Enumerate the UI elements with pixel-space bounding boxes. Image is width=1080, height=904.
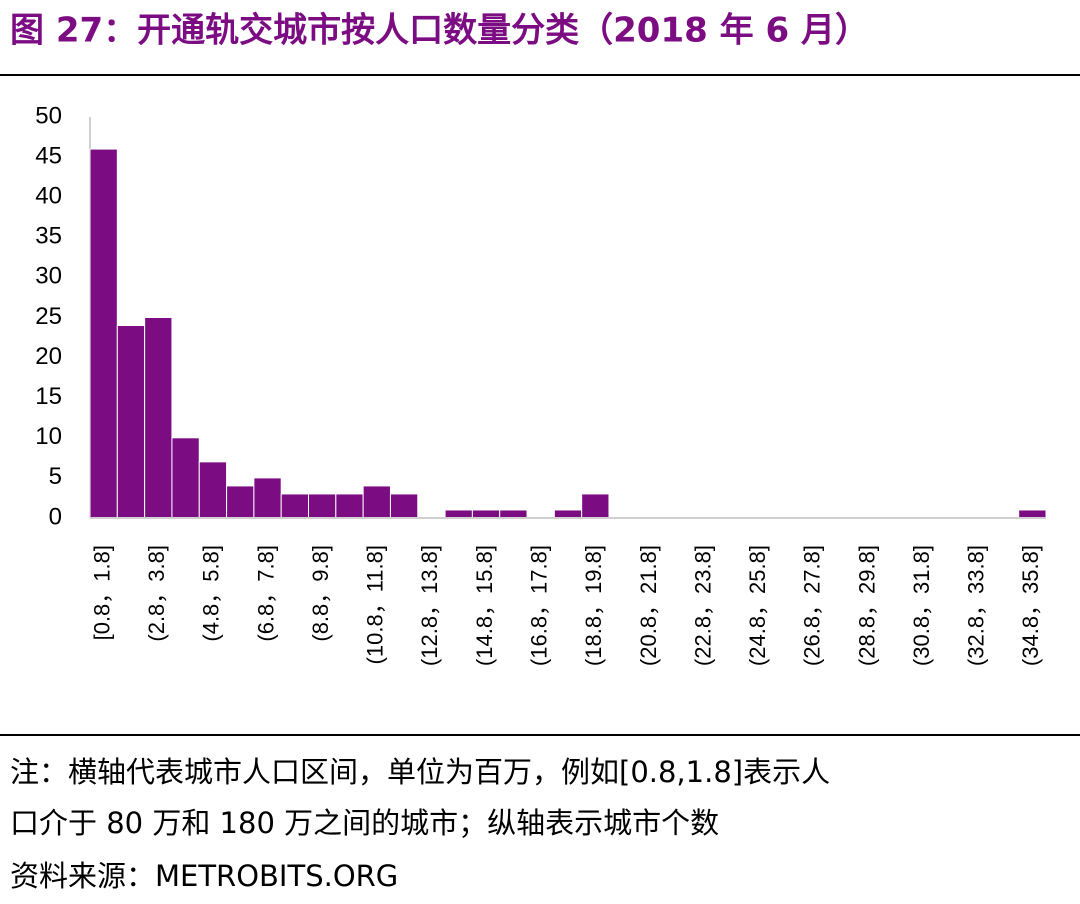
x-tick-label: [0.8，1.8] xyxy=(89,545,114,640)
bar xyxy=(1018,509,1047,519)
y-tick-label: 40 xyxy=(35,183,62,210)
bar xyxy=(144,317,173,519)
bar xyxy=(581,493,610,519)
x-tick-label: (32.8，33.8] xyxy=(964,545,989,666)
bar xyxy=(444,509,473,519)
source: 资料来源：METROBITS.ORG xyxy=(10,859,398,893)
x-tick-label: (10.8，11.8] xyxy=(363,545,388,664)
bar xyxy=(226,485,255,519)
x-tick-label: (30.8，31.8] xyxy=(909,545,934,666)
bar xyxy=(553,509,583,519)
y-tick-label: 25 xyxy=(35,303,62,330)
bar xyxy=(335,493,364,519)
bar xyxy=(89,148,118,519)
x-tick-label: (22.8，23.8] xyxy=(690,545,715,666)
x-tick-label: (12.8，13.8] xyxy=(417,545,442,666)
y-tick-label: 35 xyxy=(35,223,62,250)
y-tick-label: 0 xyxy=(49,503,62,530)
x-tick-label: (20.8，21.8] xyxy=(636,545,661,666)
y-tick-label: 30 xyxy=(35,263,62,290)
x-tick-label: (16.8，17.8] xyxy=(526,545,551,666)
bar xyxy=(116,325,146,519)
bar xyxy=(389,493,419,519)
y-tick-label: 50 xyxy=(35,102,62,129)
x-tick-label: (4.8，5.8] xyxy=(199,545,224,642)
bar xyxy=(471,509,501,519)
y-tick-label: 10 xyxy=(35,423,62,450)
bar xyxy=(253,477,282,519)
x-tick-label: (26.8，27.8] xyxy=(800,545,825,666)
x-tick-label: (8.8，9.8] xyxy=(308,545,333,642)
y-tick-label: 5 xyxy=(49,463,62,490)
bar xyxy=(499,509,528,519)
note-line: 口介于 80 万和 180 万之间的城市；纵轴表示城市个数 xyxy=(10,806,719,840)
x-tick-label: (6.8，7.8] xyxy=(253,545,278,642)
x-tick-label: (2.8，3.8] xyxy=(144,545,169,642)
bar xyxy=(362,485,391,519)
y-tick-label: 15 xyxy=(35,383,62,410)
note-line: 注：横轴代表城市人口区间，单位为百万，例如[0.8,1.8]表示人 xyxy=(10,755,830,789)
y-tick-label: 20 xyxy=(35,343,62,370)
chart-title: 图 27：开通轨交城市按人口数量分类（2018 年 6 月） xyxy=(10,11,869,51)
bar xyxy=(308,493,337,519)
x-tick-label: (24.8，25.8] xyxy=(745,545,770,666)
bar xyxy=(198,461,228,519)
x-tick-label: (14.8，15.8] xyxy=(472,545,497,666)
bar xyxy=(280,493,310,519)
x-tick-label: (28.8，29.8] xyxy=(854,545,879,666)
x-tick-label: (18.8，19.8] xyxy=(581,545,606,666)
x-tick-label: (34.8，35.8] xyxy=(1018,545,1043,666)
y-tick-label: 45 xyxy=(35,142,62,169)
bar xyxy=(171,437,200,519)
